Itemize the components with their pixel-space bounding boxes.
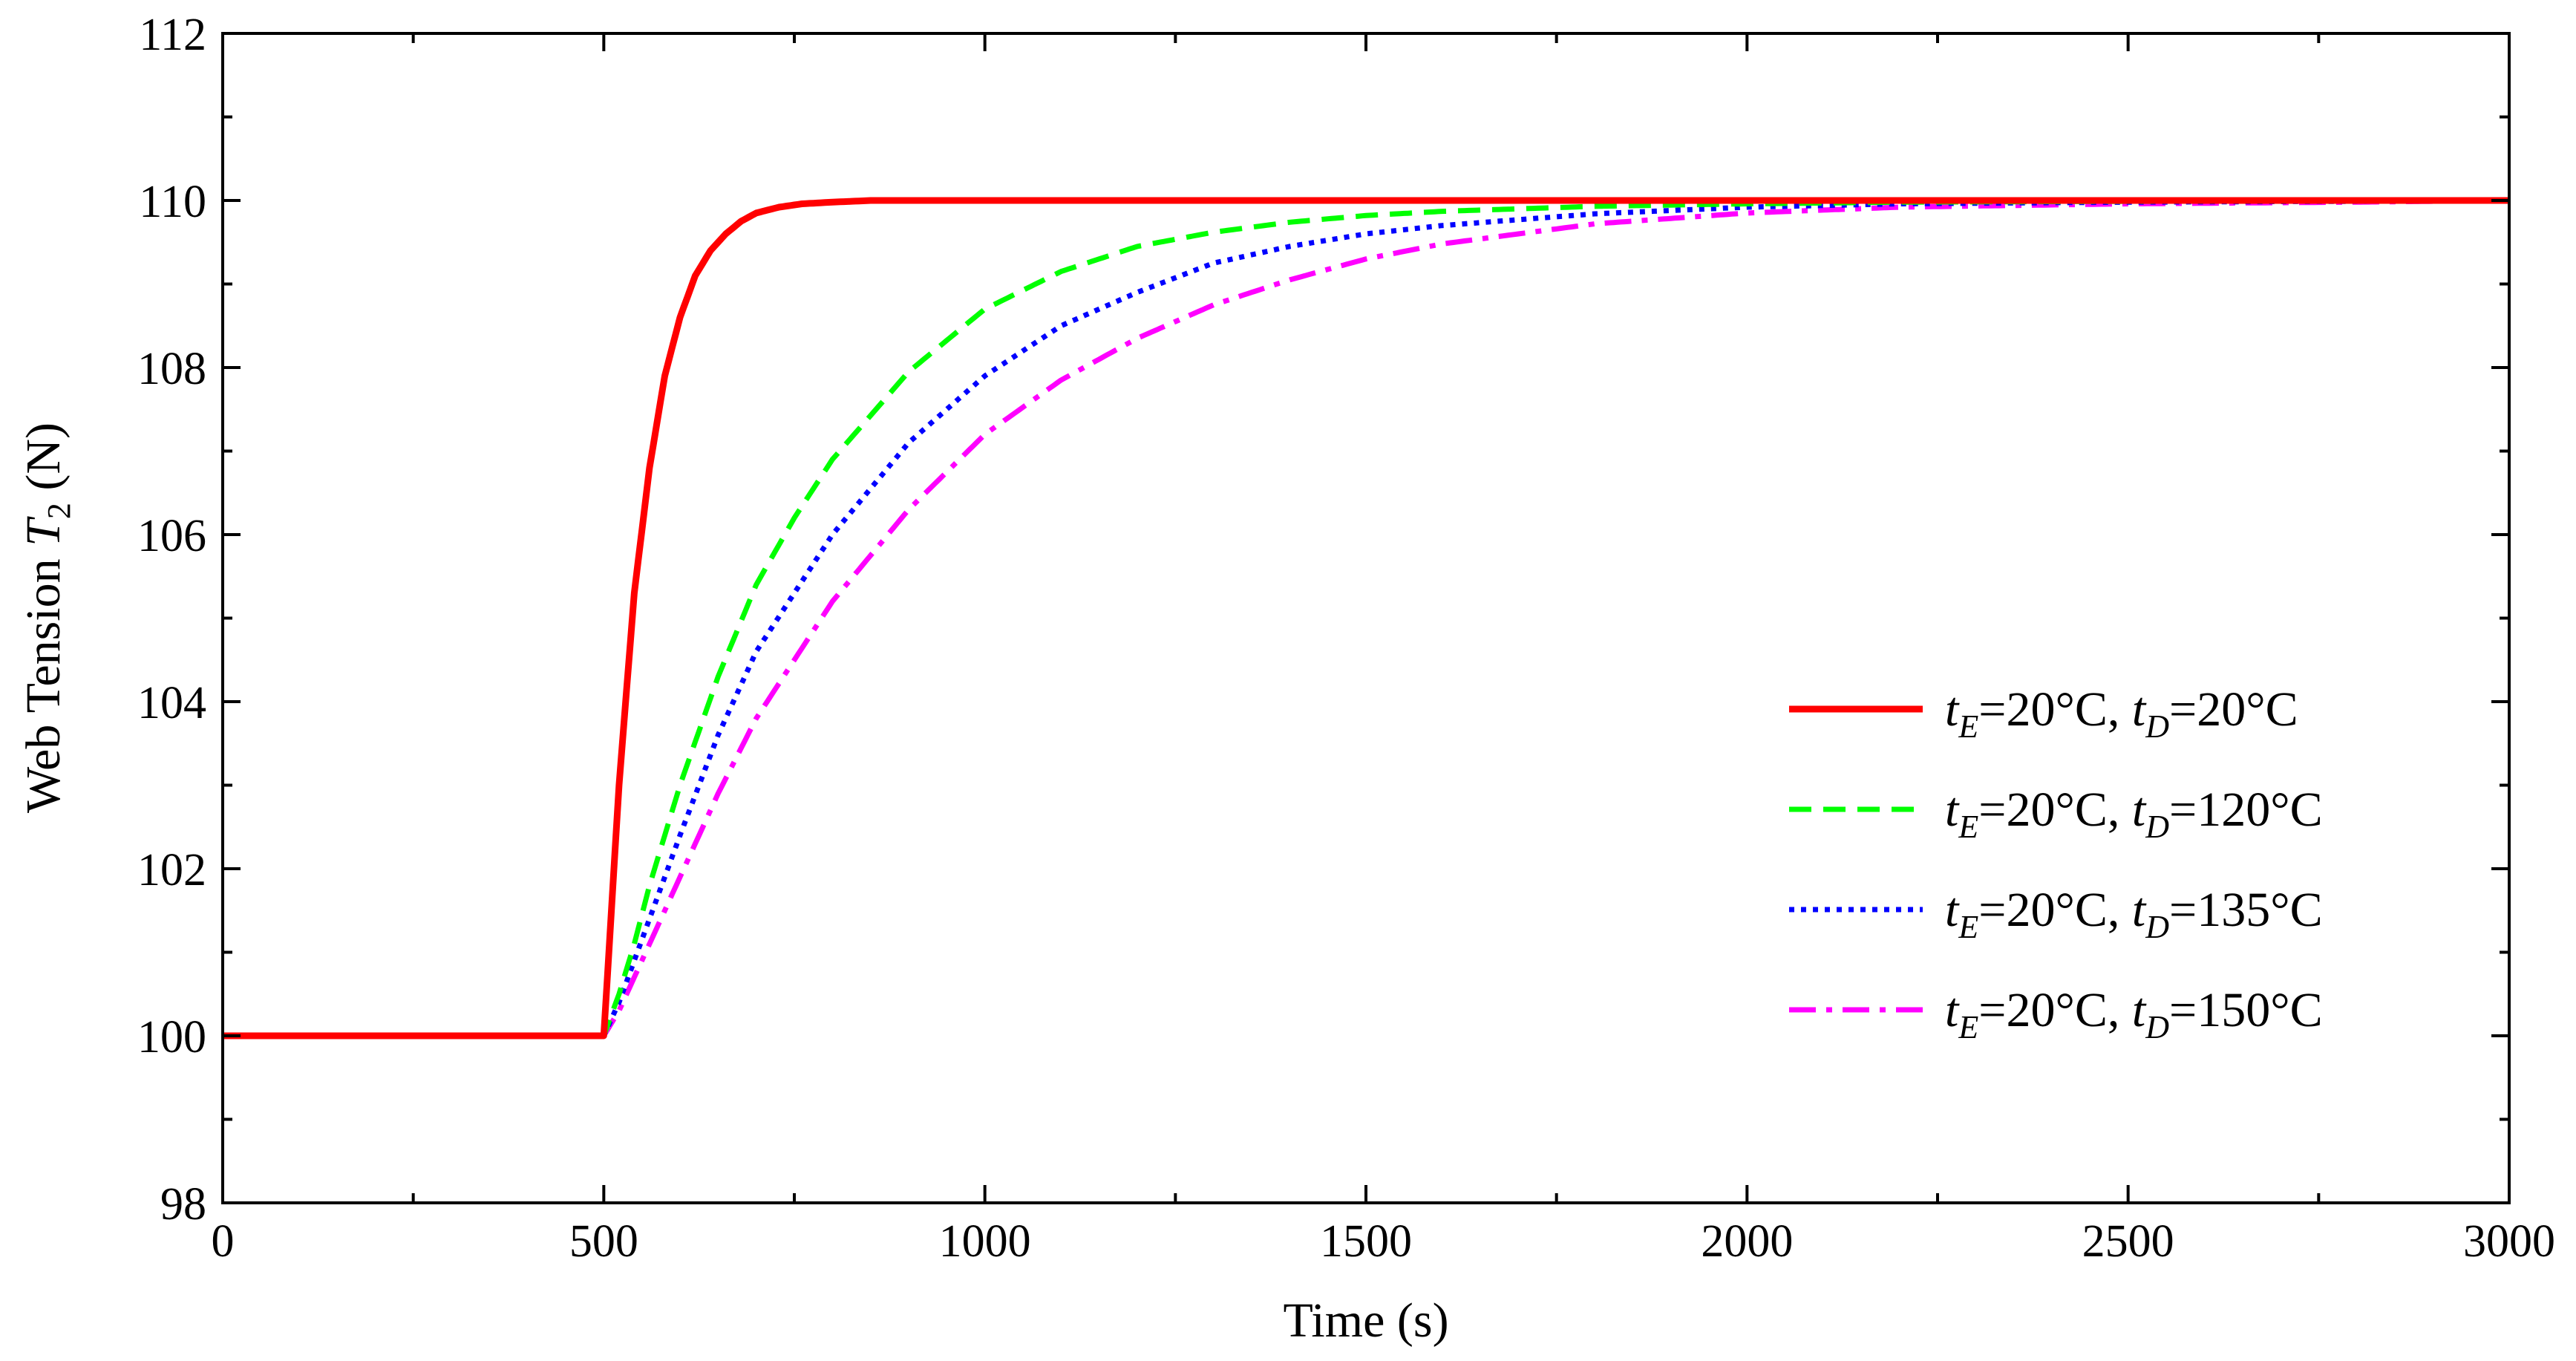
x-tick-label: 2500 bbox=[2082, 1216, 2174, 1267]
legend-label: tE=20°C, tD=135°C bbox=[1945, 883, 2323, 945]
y-tick-label: 102 bbox=[137, 845, 206, 895]
y-tick-label: 106 bbox=[137, 511, 206, 561]
y-tick-label: 104 bbox=[137, 678, 206, 728]
x-tick-label: 2000 bbox=[1701, 1216, 1793, 1267]
x-axis-title: Time (s) bbox=[1283, 1293, 1448, 1348]
x-tick-label: 0 bbox=[212, 1216, 235, 1267]
x-tick-label: 1500 bbox=[1320, 1216, 1412, 1267]
y-tick-label: 100 bbox=[137, 1012, 206, 1063]
y-tick-label: 110 bbox=[139, 177, 206, 227]
tick-labels: 0 500 1000 1500 2000 2500 3000 98 100 102 104 106 10… bbox=[137, 10, 2555, 1267]
y-tick-label: 98 bbox=[160, 1179, 206, 1230]
x-tick-label: 500 bbox=[569, 1216, 638, 1267]
legend-label: tE=20°C, tD=20°C bbox=[1945, 682, 2298, 745]
legend: tE=20°C, tD=20°C tE=20°C, tD=120°C tE=20°C… bbox=[1789, 682, 2323, 1045]
y-tick-label: 108 bbox=[137, 344, 206, 394]
series-line bbox=[223, 197, 2509, 1039]
x-tick-label: 1000 bbox=[939, 1216, 1031, 1267]
x-tick-label: 3000 bbox=[2463, 1216, 2555, 1267]
y-tick-label: 112 bbox=[139, 10, 206, 60]
legend-label: tE=20°C, tD=120°C bbox=[1945, 783, 2323, 845]
y-axis-title: Web Tension T2 (N) bbox=[16, 422, 77, 813]
axis-ticks bbox=[221, 32, 2511, 1204]
legend-label: tE=20°C, tD=150°C bbox=[1945, 983, 2323, 1045]
series-lines bbox=[223, 197, 2510, 1039]
